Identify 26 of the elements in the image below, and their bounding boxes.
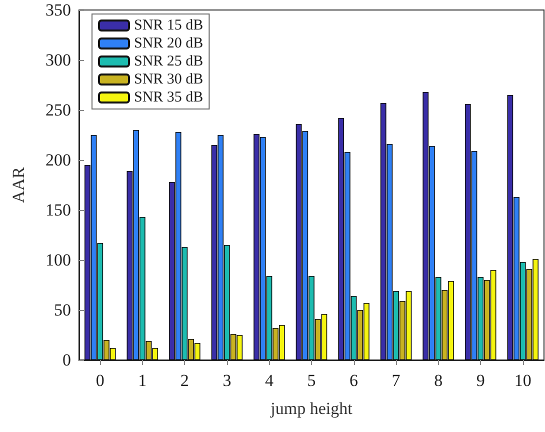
x-tick-label: 6 <box>350 371 358 390</box>
legend-label: SNR 35 dB <box>134 90 204 106</box>
y-tick-label: 300 <box>46 50 71 70</box>
y-axis-title: AAR <box>9 166 28 203</box>
y-tick-label: 100 <box>46 250 71 270</box>
legend-label: SNR 30 dB <box>134 72 204 88</box>
x-tick-label: 2 <box>180 371 189 390</box>
x-tick-label: 3 <box>222 371 232 390</box>
y-tick-label: 50 <box>54 300 71 320</box>
x-tick-label: 8 <box>434 371 443 390</box>
y-tick-label: 0 <box>62 350 71 370</box>
legend-label: SNR 15 dB <box>134 18 204 34</box>
x-tick-label: 1 <box>138 371 147 390</box>
x-tick-label: 4 <box>264 371 274 390</box>
x-tick-label: 5 <box>307 371 316 390</box>
legend-label: SNR 20 dB <box>134 36 204 52</box>
x-tick-label: 10 <box>514 371 532 390</box>
y-tick-label: 350 <box>46 0 71 20</box>
y-tick-label: 150 <box>46 200 71 220</box>
x-tick-label: 0 <box>96 371 104 390</box>
legend-label: SNR 25 dB <box>134 54 204 70</box>
y-tick-label: 200 <box>46 150 71 170</box>
x-tick-label: 7 <box>392 371 401 390</box>
y-tick-label: 250 <box>46 100 71 120</box>
x-axis-title: jump height <box>270 399 353 418</box>
x-tick-label: 9 <box>476 371 485 390</box>
